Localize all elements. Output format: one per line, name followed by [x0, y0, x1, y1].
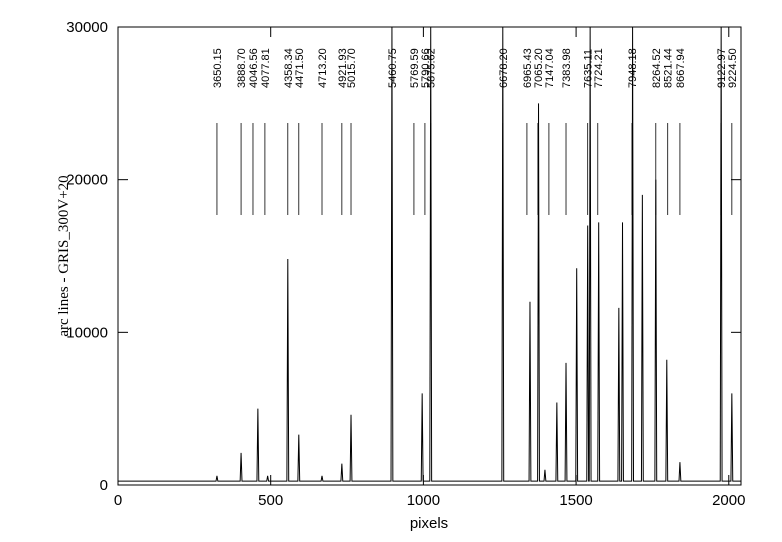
line-id-label: 6678.20	[498, 48, 510, 88]
x-tick-label: 1500	[559, 492, 592, 509]
line-id-label: 5875.62	[426, 48, 438, 88]
line-id-label: 8264.52	[651, 48, 663, 88]
line-id-label: 8521.44	[663, 48, 675, 88]
line-id-label: 9224.50	[727, 48, 739, 88]
line-id-label: 7948.18	[627, 48, 639, 88]
line-id-label: 3650.15	[212, 48, 224, 88]
line-id-label: 5015.70	[346, 48, 358, 88]
line-id-label: 4358.34	[283, 48, 295, 88]
line-id-label: 4077.81	[260, 48, 272, 88]
y-tick-label: 30000	[66, 19, 108, 36]
line-id-label: 7383.98	[561, 48, 573, 88]
line-id-label: 4713.20	[317, 48, 329, 88]
y-tick-label: 10000	[66, 324, 108, 341]
x-axis-label: pixels	[410, 515, 448, 532]
line-id-label: 3888.70	[236, 48, 248, 88]
y-tick-label: 0	[100, 477, 108, 494]
x-tick-label: 1000	[407, 492, 440, 509]
line-id-label: 7724.21	[593, 48, 605, 88]
spectrum	[118, 27, 741, 482]
y-axis-label: arc lines - GRIS_300V+20	[56, 175, 72, 336]
line-id-label: 4471.50	[294, 48, 306, 88]
line-id-label: 7147.04	[544, 48, 556, 88]
x-tick-label: 0	[114, 492, 122, 509]
line-id-label: 9122.97	[716, 48, 728, 88]
plot-frame	[117, 26, 742, 486]
line-id-label: 5460.75	[387, 48, 399, 88]
x-tick-label: 2000	[712, 492, 745, 509]
line-id-label: 5769.59	[409, 48, 421, 88]
x-tick-label: 500	[258, 492, 283, 509]
line-id-label: 6965.43	[522, 48, 534, 88]
line-id-label: 4921.93	[337, 48, 349, 88]
y-tick-label: 20000	[66, 172, 108, 189]
line-id-label: 4046.56	[248, 48, 260, 88]
line-id-label: 7635.11	[583, 49, 595, 88]
line-id-label: 7065.20	[533, 48, 545, 88]
line-id-label: 5790.66	[420, 48, 432, 88]
line-id-label: 8667.94	[675, 48, 687, 88]
